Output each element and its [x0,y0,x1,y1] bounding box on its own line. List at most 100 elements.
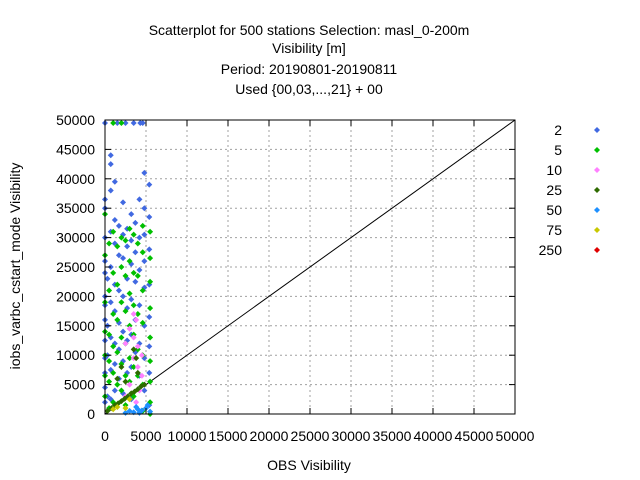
data-point [132,249,139,256]
chart-title: Scatterplot for 500 stations Selection: … [149,22,470,97]
data-point [146,214,153,221]
data-point [138,372,145,379]
data-point [106,287,113,294]
data-point [126,355,133,362]
data-point [114,281,121,288]
data-point [122,308,129,315]
title-line-4: Used {00,03,...,21} + 00 [235,81,383,97]
data-point [106,378,113,385]
data-point [147,358,154,365]
data-point [139,222,146,229]
y-axis-ticks: 0 5000 10000 15000 20000 25000 30000 35000 40000… [56,112,515,422]
legend-label: 50 [546,202,562,218]
data-point [147,378,154,385]
data-point [133,399,140,406]
data-point [110,343,117,350]
legend-label: 2 [554,122,562,138]
data-point [118,387,125,394]
data-point [136,302,143,309]
data-point [141,381,148,388]
legend-marker [594,147,600,153]
data-point [104,408,111,415]
legend-item: 75 [546,222,600,238]
data-point [146,313,153,320]
y-tick-label: 0 [87,406,95,422]
legend-marker [594,207,600,213]
y-tick-label: 25000 [56,259,95,275]
data-point [139,119,146,126]
data-point [118,363,125,370]
data-point [130,302,137,309]
legend-item: 2 [554,122,600,138]
legend-marker [594,127,600,133]
data-point [114,381,121,388]
legend-item: 5 [554,142,600,158]
data-point [107,187,114,194]
data-point [120,255,127,262]
data-point [134,343,141,350]
y-tick-label: 10000 [56,347,95,363]
data-point [115,222,122,229]
legend-label: 75 [546,222,562,238]
data-point [124,243,131,250]
x-tick-label: 25000 [291,428,330,444]
data-point [130,334,137,341]
data-point [118,299,125,306]
data-point [132,278,139,285]
data-point [134,240,141,247]
legend-label: 25 [546,182,562,198]
data-point [147,305,154,312]
x-tick-label: 0 [101,428,109,444]
data-point [118,334,125,341]
data-point [147,408,154,415]
data-point [130,311,137,318]
x-tick-label: 20000 [250,428,289,444]
data-point [139,249,146,256]
x-tick-label: 5000 [130,428,161,444]
one-to-one-diagonal [104,119,516,415]
data-point [147,278,154,285]
y-tick-label: 5000 [64,377,95,393]
legend-marker [594,247,600,253]
data-point [114,403,121,410]
data-point [111,178,118,185]
legend-label: 250 [539,242,563,258]
data-point [111,216,118,223]
legend-item: 250 [539,242,600,258]
x-tick-label: 15000 [209,428,248,444]
data-point [122,378,129,385]
data-point [106,331,113,338]
data-point [110,228,117,235]
data-point [126,258,133,265]
y-tick-label: 20000 [56,288,95,304]
data-point [130,269,137,276]
grid-lines [105,120,515,414]
data-point [128,237,135,244]
data-point [139,287,146,294]
data-point [133,403,140,410]
data-point [110,269,117,276]
data-point [130,231,137,238]
data-point [126,396,133,403]
data-point [146,343,153,350]
x-axis-ticks: 0 5000 10000 15000 20000 25000 30000 35000 40000… [101,120,535,444]
data-point [133,316,140,323]
data-point [130,363,137,370]
data-point [124,393,131,400]
data-point [126,290,133,297]
data-point [128,211,135,218]
data-point [122,119,129,126]
data-point [136,196,143,203]
data-point [146,246,153,253]
data-point [128,296,135,303]
x-tick-label: 50000 [496,428,535,444]
series-75 [110,396,133,413]
data-point [141,387,148,394]
y-axis-label: iobs_varbc_cstart_mode Visibility [7,163,23,370]
data-point [118,119,125,126]
data-point [110,406,117,413]
data-point [111,387,118,394]
data-point [130,119,137,126]
data-point [110,311,117,318]
data-point [136,234,143,241]
